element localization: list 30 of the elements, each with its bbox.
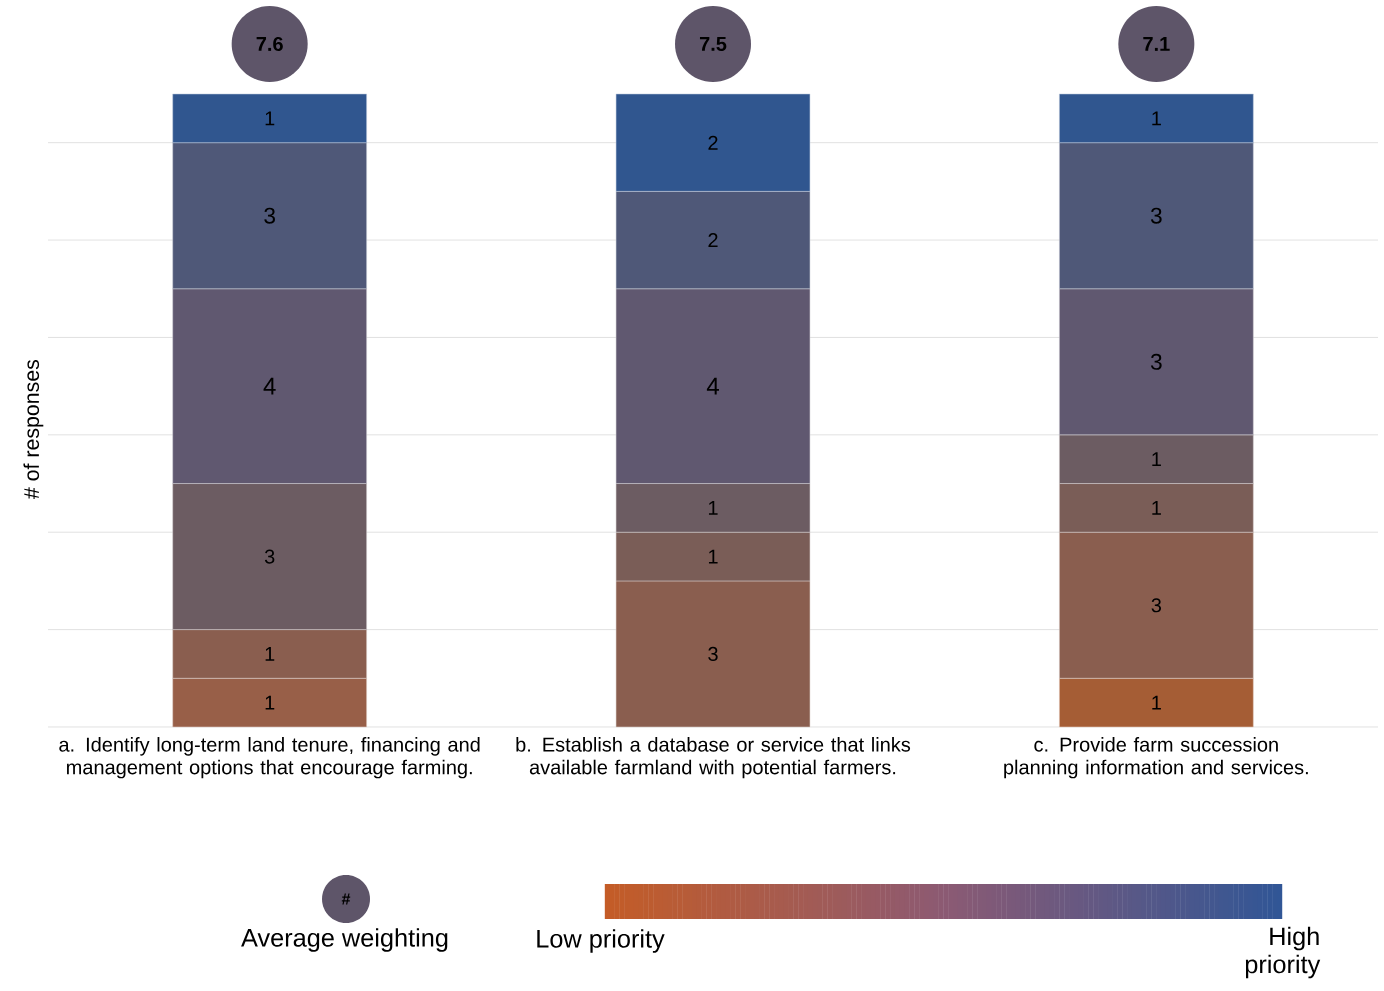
- data-label: 1: [265, 111, 275, 126]
- x-tick-label: b. Establish a database or service that links available farmland with potential farmers.: [516, 737, 911, 779]
- data-label: 3: [264, 207, 275, 224]
- data-label: 4: [706, 377, 719, 395]
- data-label: 1: [265, 695, 275, 710]
- text: 7.5: [699, 37, 727, 51]
- data-label: 1: [708, 500, 718, 515]
- data-label: 1: [265, 647, 275, 661]
- data-label: 4: [263, 377, 276, 395]
- data-label: 3: [264, 549, 275, 564]
- data-label: 2: [708, 135, 718, 150]
- text: Low priority: [537, 929, 665, 953]
- data-label: 1: [1152, 500, 1161, 515]
- text: 7.1: [1143, 37, 1170, 51]
- x-tick-label: a. Identify long-term land tenure, financing and management options that encourage farming.: [59, 737, 480, 779]
- data-label: 1: [708, 549, 718, 564]
- data-label: 3: [708, 646, 718, 662]
- data-label: 1: [1152, 452, 1161, 467]
- x-tick-label: c. Provide farm succession planning information and services.: [1004, 737, 1308, 779]
- data-label: 3: [1151, 598, 1162, 613]
- text: High priority: [1245, 926, 1321, 979]
- y-axis-title: # of responses: [23, 359, 44, 500]
- text: Average weighting: [241, 928, 448, 952]
- data-label: 1: [1152, 695, 1161, 710]
- data-label: 3: [1150, 207, 1162, 224]
- data-label: 1: [1152, 111, 1161, 126]
- text: #: [341, 893, 351, 905]
- data-label: 3: [1150, 353, 1162, 370]
- text: 7.6: [256, 36, 283, 52]
- data-label: 2: [708, 233, 718, 248]
